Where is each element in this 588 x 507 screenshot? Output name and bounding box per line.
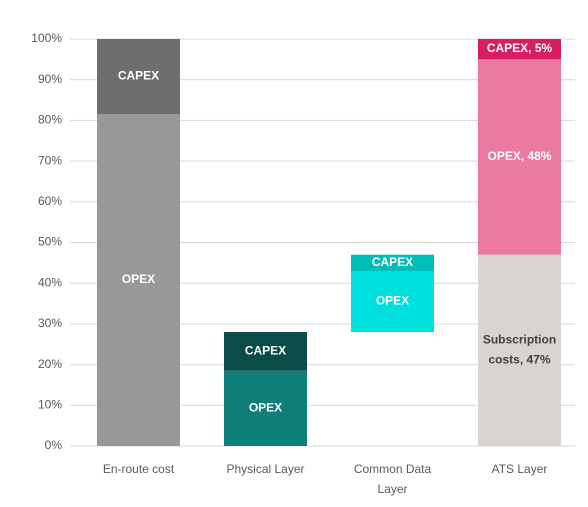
bar-segment bbox=[478, 59, 561, 255]
bar-segment bbox=[351, 254, 434, 271]
bar-segment bbox=[478, 254, 561, 446]
y-tick-label: 20% bbox=[38, 357, 62, 371]
y-tick-label: 30% bbox=[38, 316, 62, 330]
y-tick-label: 100% bbox=[31, 31, 62, 45]
segment-label: CAPEX, 5% bbox=[487, 41, 553, 55]
y-tick-label: 60% bbox=[38, 194, 62, 208]
segment-label: OPEX bbox=[376, 294, 409, 308]
y-tick-label: 0% bbox=[45, 438, 63, 452]
y-tick-label: 80% bbox=[38, 113, 62, 127]
segment-label: Subscription costs, 47% bbox=[483, 333, 556, 367]
bar-segment bbox=[478, 39, 561, 60]
segment-label: OPEX bbox=[122, 272, 155, 286]
bar-segment bbox=[224, 332, 307, 371]
y-tick-label: 10% bbox=[38, 397, 62, 411]
segment-label: OPEX, 48% bbox=[487, 149, 551, 163]
bar-segment bbox=[97, 39, 180, 115]
y-tick-label: 40% bbox=[38, 275, 62, 289]
y-tick-label: 70% bbox=[38, 153, 62, 167]
segment-label: CAPEX bbox=[118, 69, 159, 83]
segment-label: CAPEX bbox=[372, 255, 413, 269]
x-tick-label: En-route cost bbox=[103, 462, 175, 476]
segment-label: CAPEX bbox=[245, 344, 286, 358]
y-tick-label: 50% bbox=[38, 235, 62, 249]
x-tick-label: Physical Layer bbox=[226, 462, 304, 476]
y-tick-label: 90% bbox=[38, 72, 62, 86]
x-tick-label: Common Data Layer bbox=[354, 462, 432, 496]
x-tick-label: ATS Layer bbox=[492, 462, 548, 476]
segment-label: OPEX bbox=[249, 401, 282, 415]
bar-segment bbox=[351, 270, 434, 333]
bar-segment bbox=[224, 370, 307, 446]
bar-segment bbox=[97, 114, 180, 447]
